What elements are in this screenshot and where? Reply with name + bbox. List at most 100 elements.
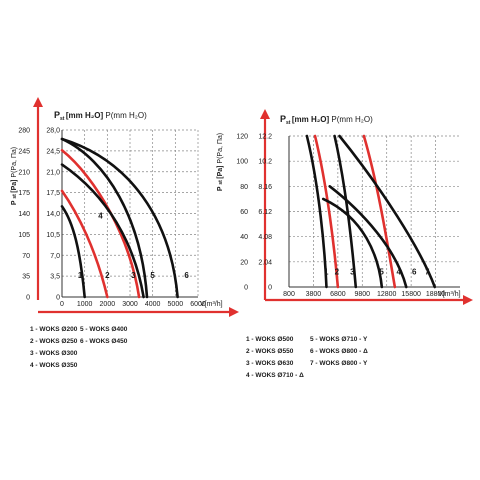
right-y-arrow bbox=[260, 109, 270, 300]
left-y-tick-label: 280 bbox=[18, 128, 30, 135]
legend-item: 6 - WOKS Ø800 - Δ bbox=[310, 348, 368, 355]
legend-item: 2 - WOKS Ø250 bbox=[30, 338, 78, 345]
legend-right-col-2: 5 - WOKS Ø710 - Y 6 - WOKS Ø800 - Δ 7 - … bbox=[310, 334, 368, 370]
legend-item: 6 - WOKS Ø450 bbox=[80, 338, 128, 345]
right-y2-tick-label: 4.08 bbox=[258, 234, 272, 241]
right-curve-label: 2 bbox=[335, 267, 340, 276]
right-y2-tick-label: 0 bbox=[268, 285, 272, 292]
right-x-tick-label: 800 bbox=[283, 291, 295, 298]
left-y-tick-label: 210 bbox=[18, 169, 30, 176]
right-y2-tick-label: 8.16 bbox=[258, 184, 272, 191]
right-curve-label: 5 bbox=[379, 267, 384, 276]
right-y2-tick-label: 2.04 bbox=[258, 259, 272, 266]
left-x-axis-title: V[m³/h] bbox=[200, 301, 223, 308]
left-y-tick-label: 70 bbox=[22, 253, 30, 260]
left-y2-tick-label: 0 bbox=[56, 295, 60, 302]
right-y2-tick-label: 12.2 bbox=[258, 134, 272, 141]
legend-item: 3 - WOKS Ø300 bbox=[30, 350, 78, 357]
right-y-tick-label: 120 bbox=[236, 134, 248, 141]
right-curve-6 bbox=[328, 185, 408, 289]
right-y-arrow-head bbox=[260, 109, 270, 119]
left-y-arrow-head bbox=[33, 97, 43, 107]
right-grid bbox=[289, 135, 460, 287]
right-curve-label: 4 bbox=[396, 267, 401, 276]
left-y2-tick-label: 24,5 bbox=[46, 148, 60, 155]
left-curve-label: 5 bbox=[150, 271, 155, 280]
right-curve-label: 3 bbox=[350, 267, 355, 276]
right-y-tick-label: 80 bbox=[240, 184, 248, 191]
left-curve-6 bbox=[60, 137, 179, 299]
left-y2-tick-label: 14,0 bbox=[46, 211, 60, 218]
left-x-tick-label: 0 bbox=[60, 301, 64, 308]
right-x-tick-label: 12800 bbox=[377, 291, 397, 298]
right-y-tick-label: 20 bbox=[240, 259, 248, 266]
left-y-tick-label: 245 bbox=[18, 148, 30, 155]
legend-item: 2 - WOKS Ø550 bbox=[246, 348, 294, 355]
right-y2-tick-label: 10.2 bbox=[258, 159, 272, 166]
left-x-tick-label: 1000 bbox=[77, 301, 93, 308]
left-y-arrow bbox=[33, 97, 43, 300]
right-y-tick-label: 100 bbox=[236, 159, 248, 166]
legend-right: 1 - WOKS Ø500 2 - WOKS Ø550 3 - WOKS Ø63… bbox=[246, 334, 466, 394]
legend-left-col-2: 5 - WOKS Ø400 6 - WOKS Ø450 bbox=[80, 324, 127, 348]
legend-item: 4 - WOKS Ø710 - Δ bbox=[246, 372, 304, 379]
left-x-tick-label: 4000 bbox=[145, 301, 161, 308]
right-curve-5 bbox=[321, 197, 384, 289]
legend-item: 5 - WOKS Ø710 - Y bbox=[310, 336, 368, 343]
left-y2-tick-label: 3,5 bbox=[50, 274, 60, 281]
legend-item: 5 - WOKS Ø400 bbox=[80, 326, 128, 333]
left-x-tick-label: 5000 bbox=[168, 301, 184, 308]
left-x-tick-label: 3000 bbox=[122, 301, 138, 308]
right-y2-axis-title: Pst [mm H₂O] P(mm H₂O) bbox=[280, 114, 373, 126]
right-curve-7 bbox=[338, 134, 437, 289]
legend-item: 1 - WOKS Ø500 bbox=[246, 336, 294, 343]
left-curve-label: 1 bbox=[78, 271, 83, 280]
legend-item: 7 - WOKS Ø800 - Y bbox=[310, 360, 368, 367]
right-curve-label: 1 bbox=[324, 267, 329, 276]
legend-left: 1 - WOKS Ø200 2 - WOKS Ø250 3 - WOKS Ø30… bbox=[30, 324, 230, 384]
right-x-tick-label: 15800 bbox=[401, 291, 421, 298]
right-y-tick-label: 60 bbox=[240, 209, 248, 216]
left-curve-label: 6 bbox=[184, 271, 189, 280]
right-curve-label: 7 bbox=[425, 267, 430, 276]
legend-item: 4 - WOKS Ø350 bbox=[30, 362, 78, 369]
right-y-tick-label: 0 bbox=[244, 285, 248, 292]
left-curve-1 bbox=[60, 205, 86, 299]
right-x-tick-label: 9800 bbox=[354, 291, 370, 298]
left-y2-tick-label: 7,0 bbox=[50, 253, 60, 260]
left-x-arrow-head bbox=[229, 307, 239, 317]
left-y2-tick-label: 17,5 bbox=[46, 190, 60, 197]
right-y2-tick-label: 6.12 bbox=[258, 209, 272, 216]
left-y-tick-label: 35 bbox=[22, 274, 30, 281]
right-x-axis-title: V[m³/h] bbox=[438, 291, 461, 298]
legend-right-col-1: 1 - WOKS Ø500 2 - WOKS Ø550 3 - WOKS Ø63… bbox=[246, 334, 304, 382]
left-x-tick-label: 2000 bbox=[100, 301, 116, 308]
left-y-axis-title: P st [Pa] P(Pa, Па) bbox=[11, 147, 18, 205]
legend-item: 3 - WOKS Ø630 bbox=[246, 360, 294, 367]
right-curve-1 bbox=[305, 134, 328, 289]
left-y2-tick-label: 10,5 bbox=[46, 232, 60, 239]
left-y-tick-label: 175 bbox=[18, 190, 30, 197]
left-curve-5 bbox=[60, 137, 149, 299]
left-y-axis-title-group: P st [Pa] P(Pa, Па) bbox=[11, 147, 18, 205]
right-x-arrow bbox=[265, 295, 473, 305]
right-y-axis-title-group: P st [Pa] P(Pa, Па) bbox=[217, 133, 224, 191]
right-y-axis-title: P st [Pa] P(Pa, Па) bbox=[217, 133, 224, 191]
left-y-tick-label: 140 bbox=[18, 211, 30, 218]
left-curve-label: 2 bbox=[105, 271, 110, 280]
left-y2-axis-title: Pst [mm H₂O] P(mm H₂O) bbox=[54, 110, 147, 122]
right-y-tick-label: 40 bbox=[240, 234, 248, 241]
right-curve-2 bbox=[313, 134, 340, 289]
left-y-tick-label: 0 bbox=[26, 295, 30, 302]
left-y2-tick-label: 28,0 bbox=[46, 128, 60, 135]
legend-left-col-1: 1 - WOKS Ø200 2 - WOKS Ø250 3 - WOKS Ø30… bbox=[30, 324, 77, 372]
left-curve-label: 3 bbox=[131, 271, 136, 280]
left-x-arrow bbox=[38, 307, 239, 317]
right-x-tick-label: 18800 bbox=[426, 291, 446, 298]
left-y2-tick-label: 21,0 bbox=[46, 169, 60, 176]
left-x-tick-label: 6000 bbox=[190, 301, 206, 308]
right-x-tick-label: 6800 bbox=[330, 291, 346, 298]
legend-item: 1 - WOKS Ø200 bbox=[30, 326, 78, 333]
